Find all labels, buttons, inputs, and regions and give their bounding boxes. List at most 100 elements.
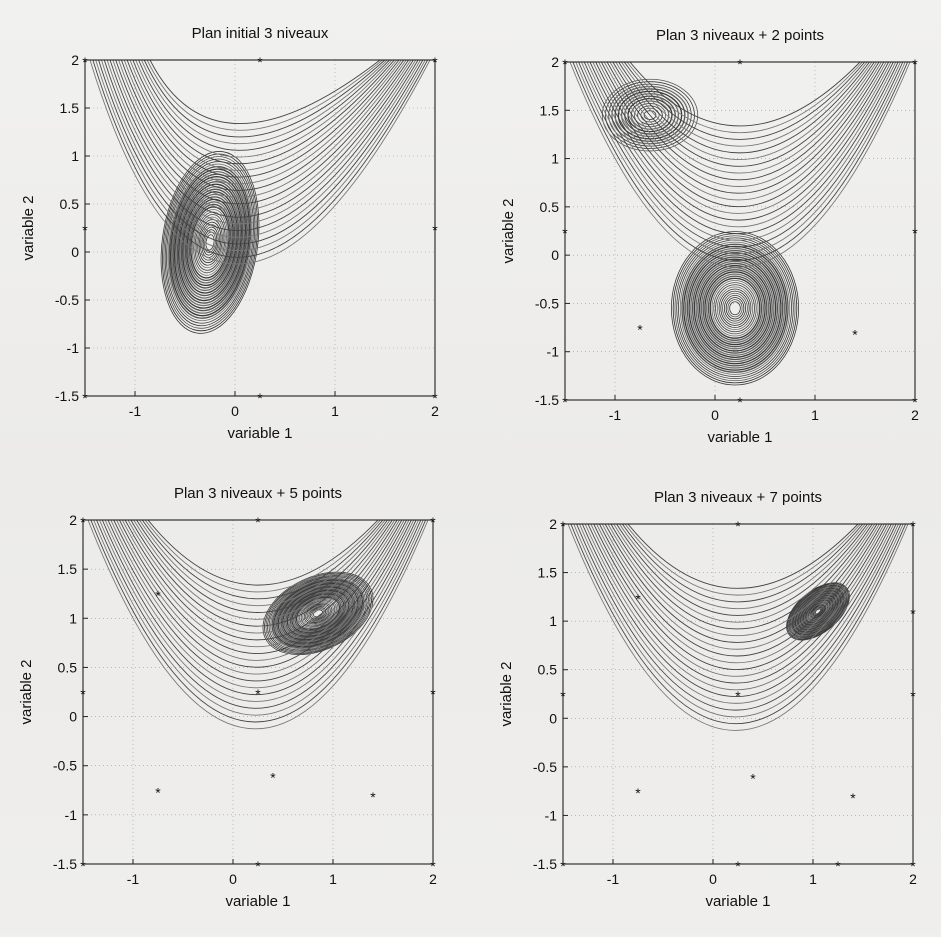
streamline: [702, 269, 768, 348]
streamline: [722, 292, 748, 324]
streamlines: [569, 62, 911, 386]
streamline: [709, 277, 761, 339]
design-point-marker: *: [912, 225, 918, 241]
streamline: [96, 520, 422, 709]
streamline: [695, 260, 775, 356]
y-tick-label: 0: [549, 710, 557, 726]
streamline: [104, 520, 415, 688]
streamline: [183, 193, 237, 292]
streamline: [691, 256, 779, 361]
y-axis-label: variable 2: [20, 195, 37, 260]
x-tick-label: 0: [709, 871, 717, 887]
streamline: [604, 524, 878, 643]
design-point-marker: *: [560, 688, 566, 704]
streamline: [267, 575, 369, 652]
y-tick-label: 1: [69, 610, 77, 626]
streamline: [572, 62, 909, 261]
streamline: [138, 60, 390, 151]
streamline: [788, 584, 848, 639]
streamline: [182, 191, 238, 294]
streamline: [623, 62, 866, 140]
design-point-marker: *: [430, 514, 436, 530]
streamline: [579, 524, 899, 704]
streamline: [619, 524, 866, 609]
design-point-marker: *: [850, 790, 856, 806]
streamline: [684, 247, 786, 369]
streamline: [598, 62, 887, 201]
y-tick-label: 1: [549, 613, 557, 629]
streamline: [124, 520, 398, 641]
y-tick-label: -0.5: [53, 758, 77, 774]
y-tick-label: -0.5: [535, 295, 559, 311]
streamline: [191, 209, 229, 276]
y-tick-label: 2: [69, 512, 77, 528]
streamline: [274, 580, 362, 647]
plot-frame: [84, 59, 436, 397]
streamline: [280, 585, 356, 642]
streamline: [686, 250, 784, 367]
x-tick-label: 2: [909, 871, 917, 887]
streamline: [198, 221, 222, 264]
streamline: [595, 62, 889, 208]
streamline: [584, 524, 895, 691]
chart-title: Plan 3 niveaux + 2 points: [656, 27, 824, 44]
streamline: [583, 62, 899, 234]
streamline: [200, 224, 220, 261]
streamline: [205, 234, 215, 251]
y-tick-label: 0: [71, 244, 79, 260]
streamline: [576, 524, 902, 711]
design-point-marker: *: [270, 770, 276, 786]
design-point-marker: *: [255, 858, 261, 874]
streamline: [112, 60, 412, 211]
design-point-marker: *: [432, 390, 438, 406]
streamline: [129, 60, 398, 171]
design-point-marker: *: [562, 56, 568, 72]
streamline: [121, 520, 400, 648]
streamline: [147, 520, 379, 586]
y-tick-label: -1: [545, 807, 558, 823]
streamline: [698, 264, 772, 352]
streamline: [670, 231, 799, 386]
y-axis-label: variable 2: [18, 659, 35, 724]
streamlines: [89, 60, 431, 334]
chart-svg: -1 0 1 2-1.5-1-0.500.511.52* * ** ** * ********P…: [498, 489, 917, 910]
streamline: [169, 168, 251, 317]
chart-panel-4: -1 0 1 2 -1.5 -1 -0.5 0 0.5 1 1.5 2 * * * * * * * * * * * * * * * P…: [470, 466, 941, 932]
streamline: [612, 62, 875, 167]
streamline: [599, 524, 883, 657]
streamline: [186, 198, 234, 287]
streamline: [139, 520, 386, 607]
design-point-marker: *: [257, 54, 263, 70]
streamline: [812, 606, 824, 617]
design-point-marker: *: [737, 394, 743, 410]
streamline: [589, 62, 894, 221]
y-tick-label: 1.5: [540, 102, 560, 118]
streamline: [618, 62, 870, 154]
streamline: [727, 299, 743, 318]
streamline: [573, 524, 904, 718]
design-point-marker: *: [910, 688, 916, 704]
streamline: [596, 524, 885, 663]
y-tick-label: -1.5: [535, 392, 559, 408]
x-tick-label: 0: [711, 407, 719, 423]
streamline: [127, 520, 396, 634]
x-axis-label: variable 1: [225, 893, 290, 910]
streamline: [115, 60, 409, 205]
design-point-marker: *: [80, 858, 86, 874]
streamline: [171, 171, 249, 314]
plot-frame: [564, 61, 916, 401]
y-tick-label: 1: [71, 148, 79, 164]
streamline: [126, 60, 400, 178]
y-tick-label: 1.5: [538, 565, 558, 581]
y-axis-label: variable 2: [498, 661, 515, 726]
streamline: [725, 297, 745, 320]
streamline: [162, 153, 258, 332]
streamline: [184, 196, 236, 289]
streamline: [706, 273, 764, 344]
chart-svg: -1 0 1 2-1.5-1-0.500.511.52* * ** ** * ** *Plan 3…: [500, 27, 919, 446]
y-tick-label: 0.5: [540, 199, 560, 215]
streamline: [630, 100, 670, 130]
design-point-marker: *: [257, 390, 263, 406]
streamline: [811, 605, 825, 618]
design-point-marker: *: [82, 222, 88, 238]
